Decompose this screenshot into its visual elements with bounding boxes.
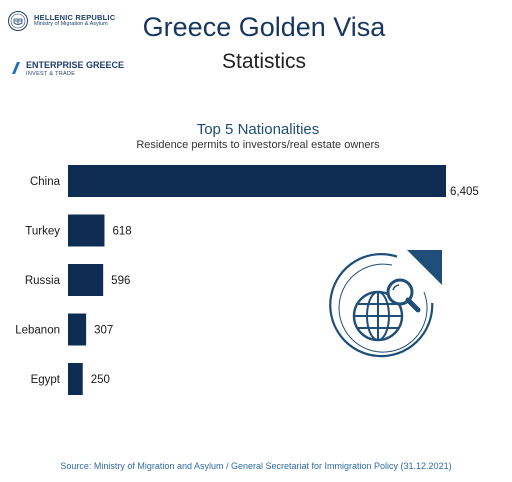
agency-name: ENTERPRISE GREECE (26, 60, 125, 70)
bar-russia (68, 264, 104, 296)
enterprise-greece-mark-icon (12, 62, 20, 74)
ministry-subtitle: Ministry of Migration & Asylum (34, 21, 108, 28)
value-label: 596 (111, 275, 130, 287)
agency-subtitle: INVEST & TRADE (26, 70, 76, 77)
category-label: China (30, 176, 61, 188)
source-note: Source: Ministry of Migration and Asylum… (60, 461, 452, 471)
bar-china (68, 165, 446, 197)
chart-subtitle: Residence permits to investors/real esta… (136, 139, 380, 151)
greek-seal-icon (8, 11, 28, 31)
value-label: 250 (91, 374, 110, 386)
hellenic-republic-logo: HELLENIC REPUBLIC Ministry of Migration … (8, 10, 115, 32)
value-label: 6,405 (450, 186, 479, 198)
bar-chart: China 6,405 Turkey 618 Russia 596 Lebanon 307 Eg… (15, 165, 479, 395)
bar-egypt (68, 363, 83, 395)
chart-title: Top 5 Nationalities (196, 121, 320, 138)
bar-lebanon (68, 313, 87, 346)
value-label: 618 (112, 226, 131, 238)
globe-search-icon (329, 250, 442, 358)
page-subtitle: Statistics (221, 50, 307, 73)
category-label: Russia (25, 275, 61, 287)
enterprise-greece-logo: ENTERPRISE GREECE INVEST & TRADE (9, 60, 125, 77)
category-label: Turkey (25, 226, 60, 238)
value-label: 307 (94, 325, 113, 337)
page-title: Greece Golden Visa (142, 12, 386, 42)
bar-turkey (68, 214, 105, 247)
ministry-name: HELLENIC REPUBLIC (34, 13, 116, 23)
category-label: Egypt (31, 374, 61, 386)
category-label: Lebanon (15, 325, 60, 337)
